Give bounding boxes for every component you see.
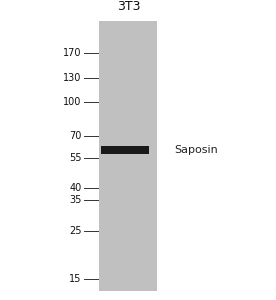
Text: 40: 40 — [69, 183, 81, 193]
Text: 130: 130 — [63, 73, 81, 83]
Text: 35: 35 — [69, 195, 81, 205]
Text: Saposin: Saposin — [174, 145, 218, 155]
Text: 55: 55 — [69, 153, 81, 163]
Text: 100: 100 — [63, 98, 81, 107]
Text: 70: 70 — [69, 130, 81, 141]
Text: 25: 25 — [69, 226, 81, 236]
Text: 3T3: 3T3 — [116, 1, 140, 13]
Bar — [99, 21, 157, 291]
Text: 170: 170 — [63, 48, 81, 58]
Text: 15: 15 — [69, 274, 81, 284]
Bar — [101, 146, 149, 154]
